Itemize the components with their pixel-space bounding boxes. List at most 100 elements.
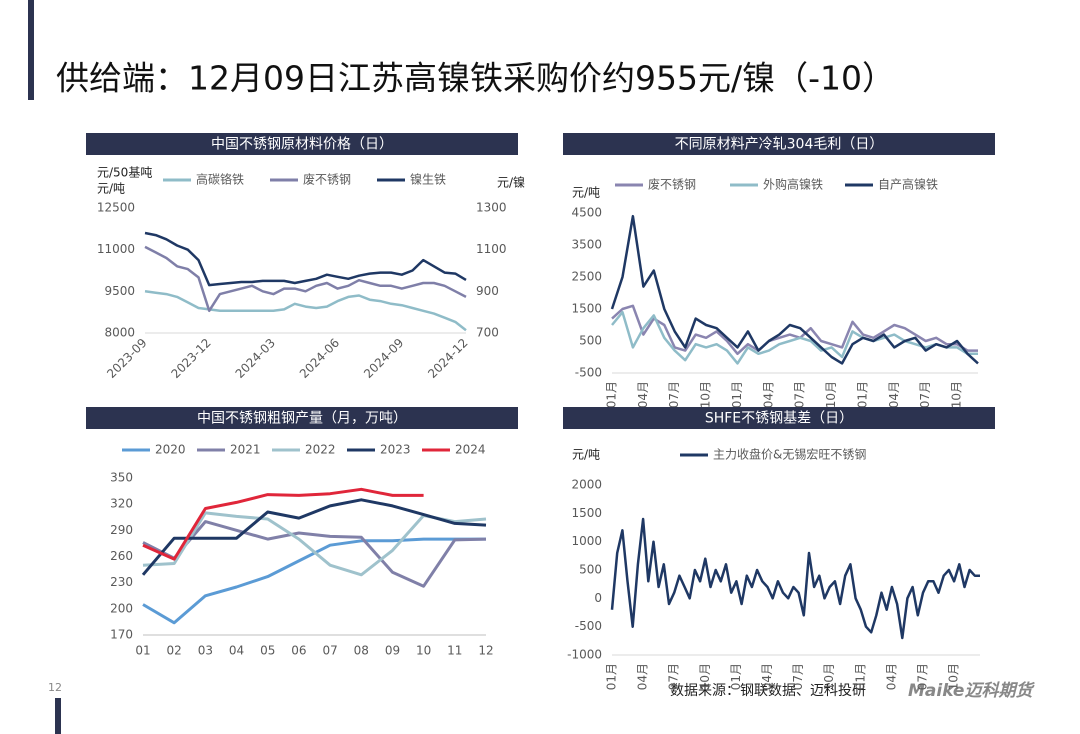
x-tick-label: 04月 [761,381,775,408]
legend-label: 外购高镍铁 [763,177,823,192]
y-tick-label: 170 [110,628,133,642]
y-tick-label: 11000 [97,242,135,256]
accent-bar [28,0,34,100]
y-tick-label: -1000 [567,648,602,662]
y-tick-label: 8000 [104,326,135,340]
series-line [610,517,980,640]
x-tick-label: 2024-06 [297,336,342,381]
x-tick-label: 06 [291,644,306,658]
x-tick-label: 07月 [667,381,681,408]
x-tick-label: 03 [198,644,213,658]
y-axis-label: 元/吨 [572,448,600,462]
x-tick-label: 07月 [793,381,807,408]
x-tick-label: 07 [322,644,337,658]
logo: Maike迈科期货 [908,681,1035,701]
series-line [144,245,467,313]
x-tick-label: 04月 [636,663,650,690]
y-tick-label: 1500 [571,302,602,316]
series-line [142,487,424,561]
y2-tick-label: 900 [476,284,499,298]
x-tick-label: 07月 [915,663,929,690]
x-tick-label: 08 [354,644,369,658]
series-line [144,290,467,332]
x-tick-label: 01月 [605,663,619,690]
x-tick-label: 2024-03 [233,336,278,381]
y-tick-label: 0 [594,591,602,605]
x-tick-label: 05 [260,644,275,658]
legend-label: 废不锈钢 [303,172,351,187]
legend-label: 2022 [305,443,336,457]
legend-label: 镍生铁 [410,173,446,187]
x-tick-label: 09 [385,644,400,658]
y-tick-label: 260 [110,549,133,563]
y-tick-label: 350 [110,471,133,485]
y2-axis-label: 元/镍 [497,176,525,190]
x-tick-label: 10 [416,644,431,658]
x-tick-label: 07月 [918,381,932,408]
x-tick-label: 01月 [855,381,869,408]
series-line [142,511,487,577]
x-tick-label: 2024-09 [361,336,406,381]
x-tick-label: 04月 [636,381,650,408]
y-tick-label: 290 [110,523,133,537]
x-tick-label: 2023-09 [104,336,149,381]
y2-tick-label: 1300 [476,201,507,215]
x-tick-label: 2024-12 [425,336,470,381]
page-number: 12 [48,681,62,694]
x-tick-label: 07月 [791,663,805,690]
legend-label: 2023 [380,443,411,457]
y-axis-label: 元/50基吨 [97,166,152,180]
series-line [141,498,487,576]
series-line [142,520,487,588]
x-tick-label: 04月 [884,663,898,690]
chart-title: 中国不锈钢原材料价格（日） [211,137,393,153]
y-tick-label: 2000 [571,478,602,492]
accent-bar [55,698,61,734]
x-tick-label: 2023-12 [168,336,213,381]
x-tick-label: 10月 [947,663,961,690]
slide-title: 供给端：12月09日江苏高镍铁采购价约955元/镍（-10） [56,59,895,98]
panel-header [563,133,995,155]
y-tick-label: -500 [575,619,602,633]
chart-title: 不同原材料产冷轧304毛利（日） [675,137,884,153]
x-tick-label: 12 [478,644,493,658]
x-tick-label: 10月 [824,381,838,408]
x-tick-label: 04 [229,644,244,658]
x-tick-label: 04月 [760,663,774,690]
y-tick-label: 1000 [571,534,602,548]
y-tick-label: 9500 [104,284,135,298]
y-tick-label: 1500 [571,506,602,520]
legend-label: 2021 [230,443,261,457]
y-tick-label: 200 [110,601,133,615]
x-tick-label: 10月 [698,663,712,690]
x-tick-label: 07月 [667,663,681,690]
chart-title: 中国不锈钢粗钢产量（月，万吨） [197,411,407,427]
x-tick-label: 11 [447,644,462,658]
y-tick-label: 2500 [571,270,602,284]
y-axis-label: 元/吨 [97,182,125,196]
y2-tick-label: 700 [476,326,499,340]
series-line [144,231,467,287]
x-tick-label: 10月 [699,381,713,408]
panel-header [86,133,518,155]
y-tick-label: 320 [110,497,133,511]
x-tick-label: 02 [167,644,182,658]
y-tick-label: 500 [579,334,602,348]
x-tick-label: 01月 [729,663,743,690]
series-line [610,214,979,365]
source: 数据来源：钢联数据、迈科投研 [670,683,866,699]
legend-label: 2024 [455,443,486,457]
y-tick-label: 3500 [571,238,602,252]
x-tick-label: 01 [135,644,150,658]
x-tick-label: 10月 [822,663,836,690]
y-tick-label: 4500 [571,206,602,220]
y-axis-label: 元/吨 [572,186,600,200]
legend-label: 主力收盘价&无锡宏旺不锈钢 [713,447,866,462]
chart-title: SHFE不锈钢基差（日） [705,410,853,427]
x-tick-label: 04月 [887,381,901,408]
panel-header [86,407,518,429]
legend-label: 废不锈钢 [648,177,696,192]
x-tick-label: 01月 [605,381,619,408]
panel-header [563,407,995,429]
